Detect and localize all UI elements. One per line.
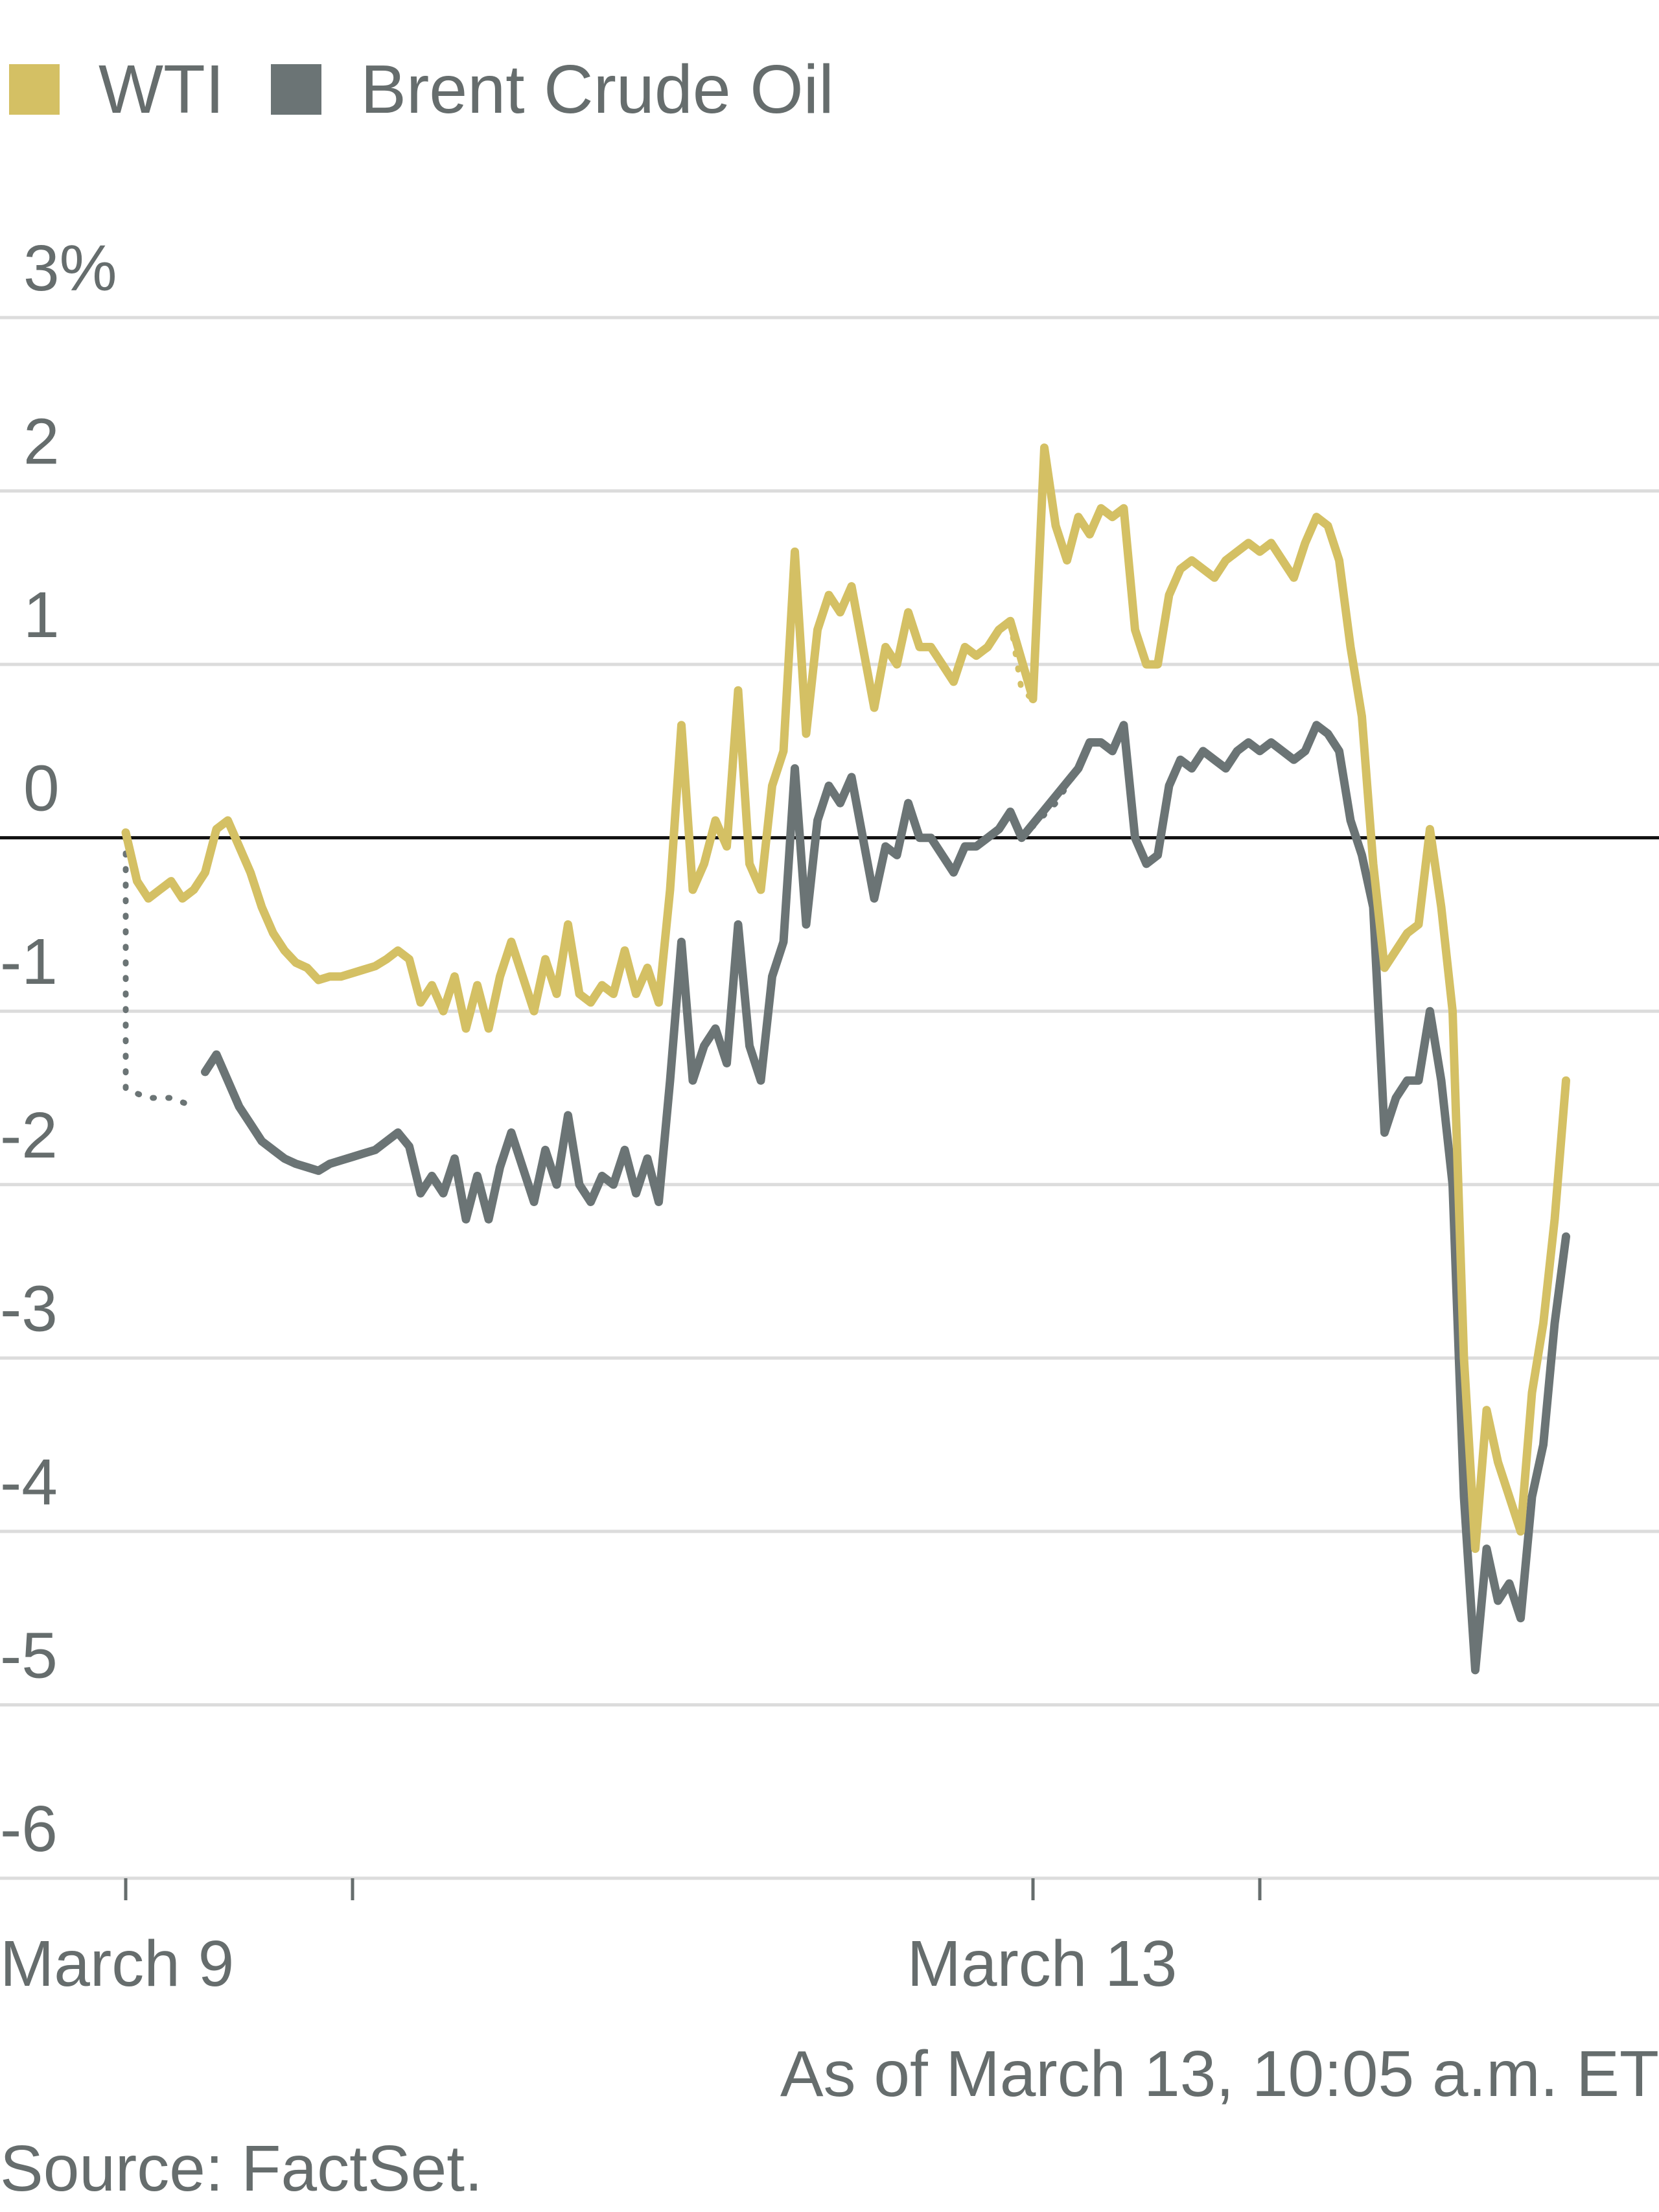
y-tick-label: -3 [0,1272,58,1345]
x-tick-label: March 13 [907,1927,1178,2000]
y-tick-label: 1 [23,579,60,651]
y-axis-tick-labels: 3% 2 1 0 -1 -2 -3 -4 -5 -6 [0,232,117,1865]
y-tick-label: 2 [23,406,60,478]
legend-swatch-wti [9,64,60,115]
y-tick-label: -6 [0,1793,58,1865]
y-tick-label: 3% [23,232,117,305]
legend-item-brent[interactable]: Brent Crude Oil [271,51,834,128]
x-tick-label: March 9 [0,1927,234,2000]
legend-label-wti: WTI [99,51,225,128]
y-tick-label: -4 [0,1446,58,1519]
y-tick-label: 0 [23,752,60,825]
legend-label-brent: Brent Crude Oil [360,51,834,128]
x-axis: March 9 March 13 [0,1878,1262,2000]
chart-timestamp-note: As of March 13, 10:05 a.m. ET [780,2038,1659,2110]
chart-legend: WTI Brent Crude Oil [9,51,881,128]
y-tick-label: -1 [0,926,58,998]
series-lines [121,443,1570,1675]
series-line-wti [121,443,1570,1554]
series-line-brent [201,721,1570,1675]
legend-swatch-brent [271,64,322,115]
y-tick-label: -5 [0,1619,58,1692]
y-tick-label: -2 [0,1099,58,1172]
chart-source: Source: FactSet. [0,2132,483,2205]
series-gap-dotted [996,616,1036,703]
gridlines [0,316,1659,1880]
legend-item-wti[interactable]: WTI [9,51,224,128]
